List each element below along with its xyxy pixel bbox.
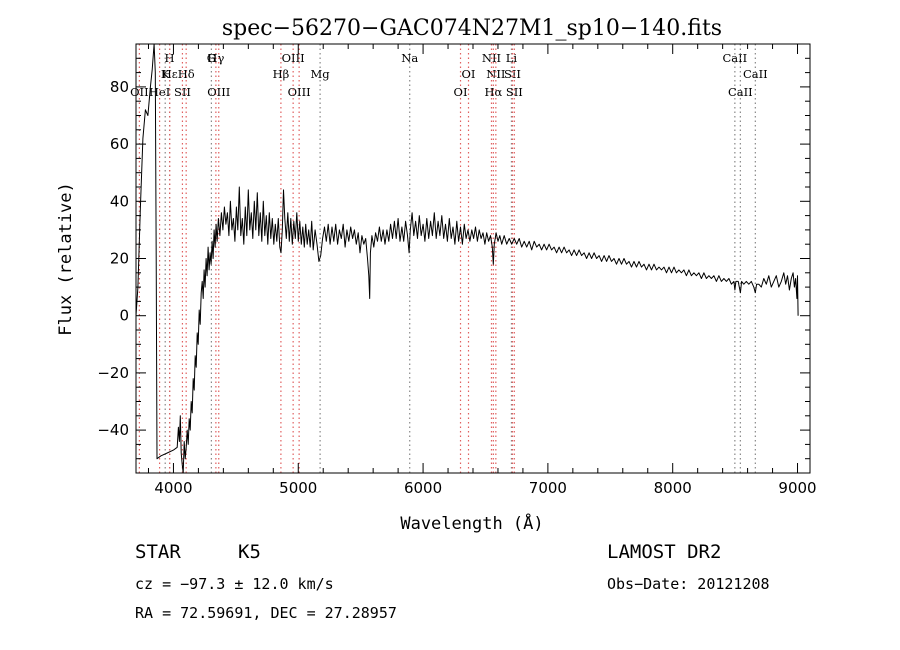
- spectral-line-label-21: OIII: [288, 85, 311, 99]
- spectral-line-label-19: SII: [174, 85, 191, 99]
- spectral-line-label-25: CaII: [728, 85, 753, 99]
- spectral-line-label-20: OIII: [207, 85, 230, 99]
- spectral-line-label-23: Hα: [484, 85, 502, 99]
- survey-name: LAMOST DR2: [607, 541, 722, 563]
- spectral-line-label-4: Na: [401, 51, 418, 65]
- spectral-line-label-8: Hε: [162, 67, 178, 81]
- spectral-line-label-18: HeI: [149, 85, 170, 99]
- spectral-line-label-15: SII: [504, 67, 521, 81]
- spectrum-line: [135, 43, 799, 474]
- spectral-line-label-7: CaII: [722, 51, 747, 65]
- observation-date: Obs−Date: 20121208: [607, 575, 770, 593]
- plot-frame: [135, 43, 811, 474]
- spectral-line-label-12: Mg: [311, 67, 331, 81]
- spectral-line-label-10: Hδ: [178, 67, 195, 81]
- y-tick-label-60: 60: [110, 135, 129, 153]
- y-tick-label--20: −20: [97, 364, 129, 382]
- spectral-line-label-14: NII: [486, 67, 505, 81]
- spectral-line-label-3: OIII: [282, 51, 305, 65]
- x-tick-label-5000: 5000: [279, 479, 317, 497]
- spectral-line-label-24: SII: [506, 85, 523, 99]
- spectral-line-label-17: OII: [130, 85, 149, 99]
- coordinates: RA = 72.59691, DEC = 27.28957: [135, 604, 397, 622]
- chart-title: spec−56270−GAC074N27M1_sp10−140.fits: [222, 16, 722, 41]
- x-tick-label-9000: 9000: [778, 479, 816, 497]
- spectral-line-label-11: Hβ: [273, 67, 290, 81]
- spectral-line-label-16: CaII: [743, 67, 768, 81]
- y-tick-label-0: 0: [119, 307, 129, 325]
- x-tick-label-4000: 4000: [154, 479, 192, 497]
- spectral-line-label-9: K: [161, 67, 170, 81]
- x-axis-label: Wavelength (Å): [400, 512, 543, 534]
- object-class: STAR: [135, 541, 181, 563]
- spectral-line-markers: HγHGOIIINaNIILiCaIIHεKHδHβMgOINIISIICaII…: [130, 44, 768, 473]
- x-tick-label-7000: 7000: [529, 479, 567, 497]
- y-tick-label-40: 40: [110, 192, 129, 210]
- x-tick-label-8000: 8000: [654, 479, 692, 497]
- spectral-line-label-5: NII: [482, 51, 501, 65]
- axes: 4000 5000 6000 7000 8000 9000 −40 −20 0 20 40 60 80: [97, 43, 817, 497]
- spectrum-series: [135, 43, 799, 474]
- x-tick-label-6000: 6000: [404, 479, 442, 497]
- y-tick-label-20: 20: [110, 250, 129, 268]
- object-subclass: K5: [238, 541, 261, 563]
- spectral-line-label-2: G: [207, 51, 216, 65]
- y-tick-label--40: −40: [97, 421, 129, 439]
- y-axis-label: Flux (relative): [56, 182, 76, 336]
- spectral-line-label-6: Li: [506, 51, 518, 65]
- spectral-line-label-13: OI: [462, 67, 476, 81]
- spectral-line-label-22: OI: [454, 85, 468, 99]
- y-tick-label-80: 80: [110, 78, 129, 96]
- redshift-value: cz = −97.3 ± 12.0 km/s: [135, 575, 334, 593]
